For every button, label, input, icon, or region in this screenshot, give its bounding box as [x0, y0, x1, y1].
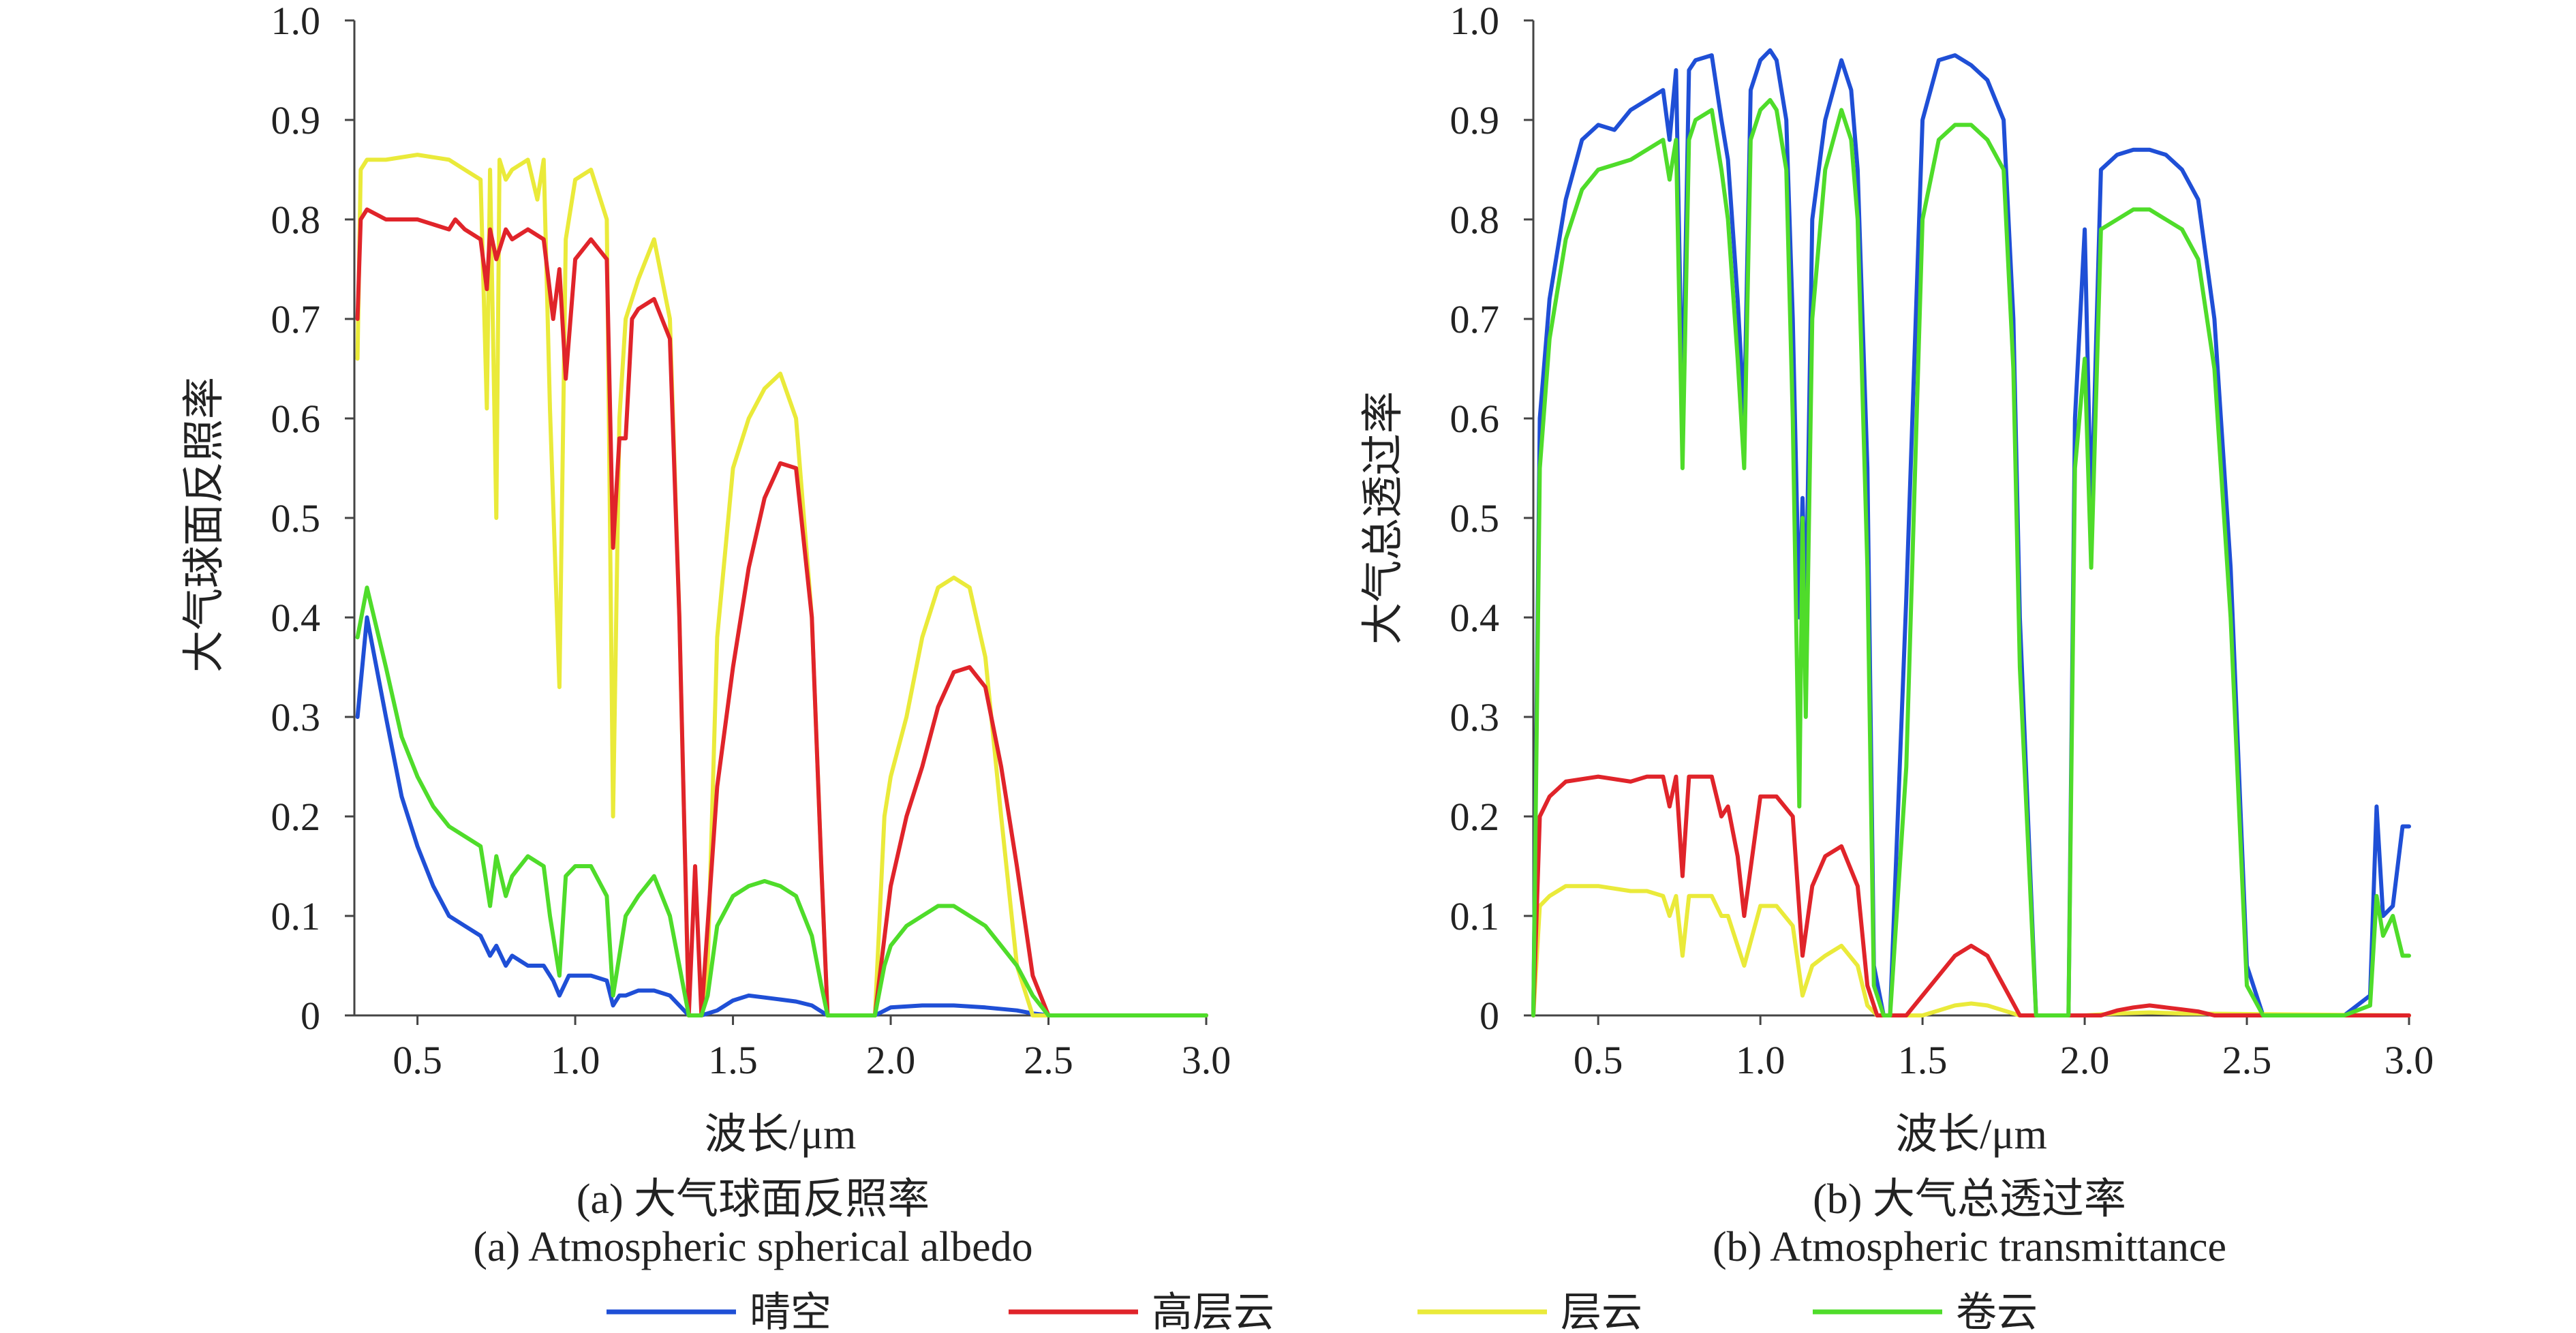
panel-a-ytick-label: 0	[301, 994, 320, 1038]
panel-a-ytick-label: 0.3	[271, 695, 321, 739]
panel-b-ytick-label: 0.3	[1450, 695, 1500, 739]
panel-b-ytick-label: 0.4	[1450, 596, 1500, 640]
legend: 晴空 高层云 层云 卷云	[607, 1290, 2038, 1333]
panel-b-xtick-label: 1.0	[1736, 1038, 1785, 1082]
panel-b-ytick-label: 0.7	[1450, 297, 1500, 341]
panel-b-ytick-label: 0.2	[1450, 795, 1500, 839]
panel-a-y-axis-title: 大气球面反照率	[181, 377, 228, 673]
panel-b-series-altostratus	[1531, 774, 2411, 1017]
panel-b-xtick-label: 0.5	[1574, 1038, 1623, 1082]
panel-a-ytick-label: 0.4	[271, 596, 321, 640]
panel-b-ytick-label: 0.6	[1450, 397, 1500, 441]
panel-b-transmittance: 0 0.1 0.2 0.3 0.4 0.5 0.6 0.7 0.8 0.9 1.0 0.5 1.0 1.5…	[1360, 0, 2434, 1158]
caption-a-cn: (a) 大气球面反照率	[577, 1176, 930, 1223]
panel-b-ytick-label: 0.8	[1450, 198, 1500, 242]
caption-b-en: (b) Atmospheric transmittance	[1713, 1224, 2226, 1270]
panel-b-ytick-label: 0.1	[1450, 894, 1500, 938]
panel-a-series-clear-sky	[355, 615, 1208, 1017]
panel-b-xtick-label: 3.0	[2385, 1038, 2434, 1082]
panel-b-ytick-label: 0	[1479, 994, 1499, 1038]
panel-b-y-axis-title: 大气总透过率	[1360, 391, 1407, 645]
panel-b-ytick-label: 0.9	[1450, 98, 1500, 142]
panel-b-ytick-label: 1.0	[1450, 0, 1500, 43]
panel-a-ytick-label: 0.1	[271, 894, 321, 938]
panel-a-ytick-label: 0.8	[271, 198, 321, 242]
panel-a-xtick-label: 2.5	[1024, 1038, 1073, 1082]
panel-a-xtick-label: 1.0	[551, 1038, 600, 1082]
panel-b-xtick-label: 1.5	[1898, 1038, 1948, 1082]
legend-label-stratus: 层云	[1561, 1290, 1642, 1333]
legend-label-cirrus: 卷云	[1956, 1290, 2038, 1333]
panel-a-xtick-label: 2.0	[866, 1038, 916, 1082]
panel-a-x-axis-title: 波长/μm	[705, 1112, 857, 1158]
panel-a-series-altostratus	[355, 207, 1208, 1017]
panel-b-series-clear-sky	[1531, 48, 2411, 1017]
panel-a-series-cirrus	[355, 585, 1208, 1017]
panel-a-xtick-label: 3.0	[1182, 1038, 1231, 1082]
legend-label-altostratus: 高层云	[1152, 1290, 1274, 1333]
caption-b-cn: (b) 大气总透过率	[1813, 1176, 2126, 1223]
legend-label-clear-sky: 晴空	[750, 1290, 831, 1333]
caption-a-en: (a) Atmospheric spherical albedo	[473, 1224, 1032, 1270]
panel-b-ytick-label: 0.5	[1450, 496, 1500, 540]
panel-a-xtick-label: 1.5	[708, 1038, 758, 1082]
panel-b-xtick-label: 2.5	[2222, 1038, 2272, 1082]
panel-b-series-stratus	[1531, 884, 2411, 1017]
panel-b-x-axis-title: 波长/μm	[1895, 1112, 2047, 1158]
panel-a-ytick-label: 0.7	[271, 297, 321, 341]
panel-b-series-cirrus	[1531, 97, 2411, 1017]
panel-a-ytick-label: 1.0	[271, 0, 321, 43]
panel-a-ytick-label: 0.2	[271, 795, 321, 839]
panel-a-ytick-label: 0.5	[271, 496, 321, 540]
panel-a-ytick-label: 0.9	[271, 98, 321, 142]
panel-a-xtick-label: 0.5	[393, 1038, 442, 1082]
panel-a-ytick-label: 0.6	[271, 397, 321, 441]
panel-a-series-stratus	[355, 153, 1208, 1017]
panel-a-albedo: 0 0.1 0.2 0.3 0.4 0.5 0.6 0.7 0.8 0.9 1.0 0.5 1.0 1.5…	[181, 0, 1231, 1158]
panel-b-xtick-label: 2.0	[2060, 1038, 2110, 1082]
